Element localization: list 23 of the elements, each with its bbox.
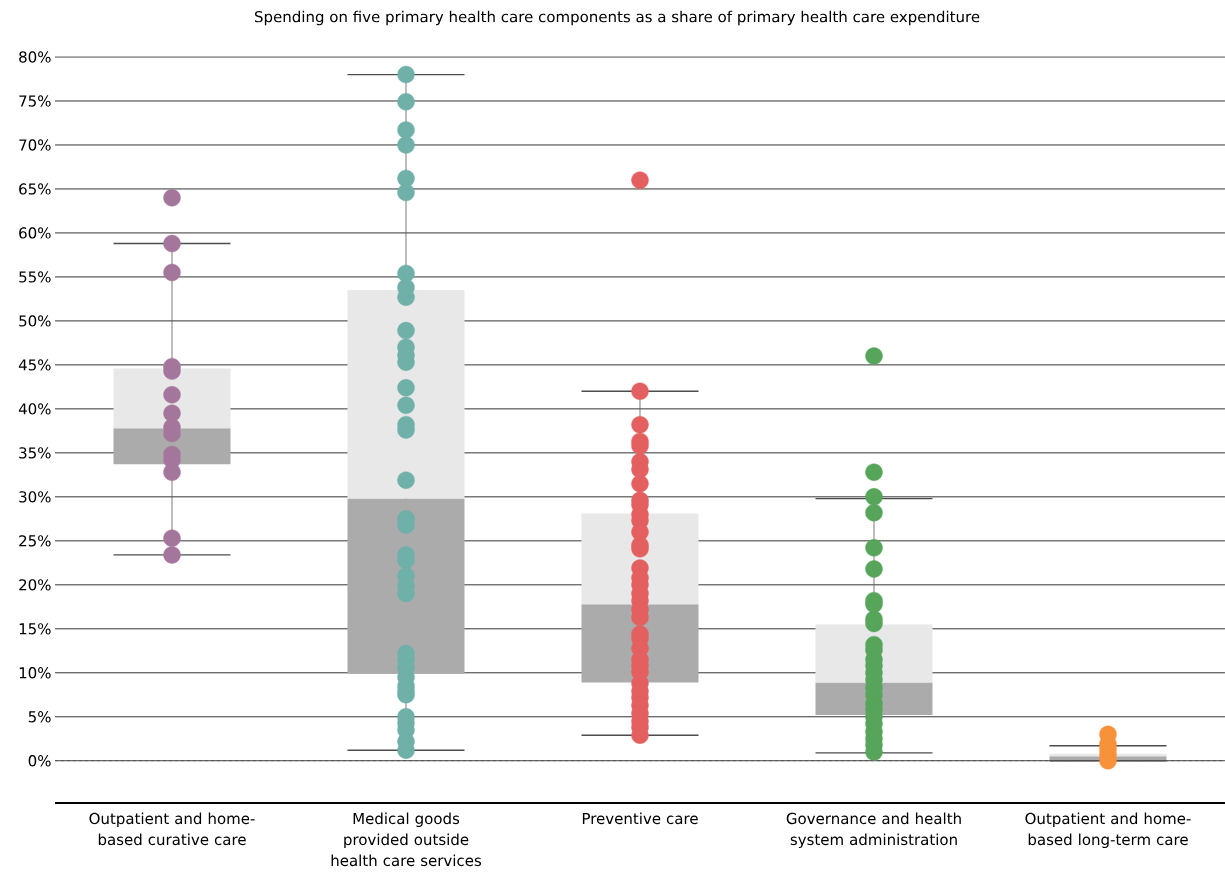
y-tick-label: 30%: [19, 491, 51, 503]
y-tick-label: 60%: [19, 227, 51, 239]
x-tick-label: Outpatient and home-based curative care: [89, 812, 255, 846]
y-tick-label: 80%: [19, 51, 51, 63]
x-tick-label: Medical goods provided outside health care services: [331, 812, 482, 867]
y-tick-label: 50%: [19, 315, 51, 327]
y-tick-label: 0%: [28, 755, 51, 767]
y-tick-label: 10%: [19, 667, 51, 679]
y-tick-label: 35%: [19, 447, 51, 459]
x-tick-label: Outpatient and home-based long-term care: [1025, 812, 1191, 849]
y-tick-label: 55%: [19, 271, 51, 283]
x-tick-label: Governance and health system administration: [786, 812, 961, 849]
chart-title: Spending on five primary health care components as a share of primary health care expenditure: [254, 10, 980, 26]
y-tick-label: 20%: [19, 579, 51, 591]
y-tick-label: 40%: [18, 403, 51, 415]
y-tick-label: 75%: [19, 95, 51, 107]
y-tick-label: 65%: [19, 183, 51, 195]
y-tick-label: 15%: [19, 623, 51, 635]
y-tick-label: 45%: [18, 359, 51, 371]
y-tick-label: 25%: [19, 535, 51, 547]
y-tick-label: 5%: [28, 711, 51, 723]
x-tick-label: Preventive care: [582, 812, 698, 825]
y-tick-label: 70%: [19, 139, 51, 151]
